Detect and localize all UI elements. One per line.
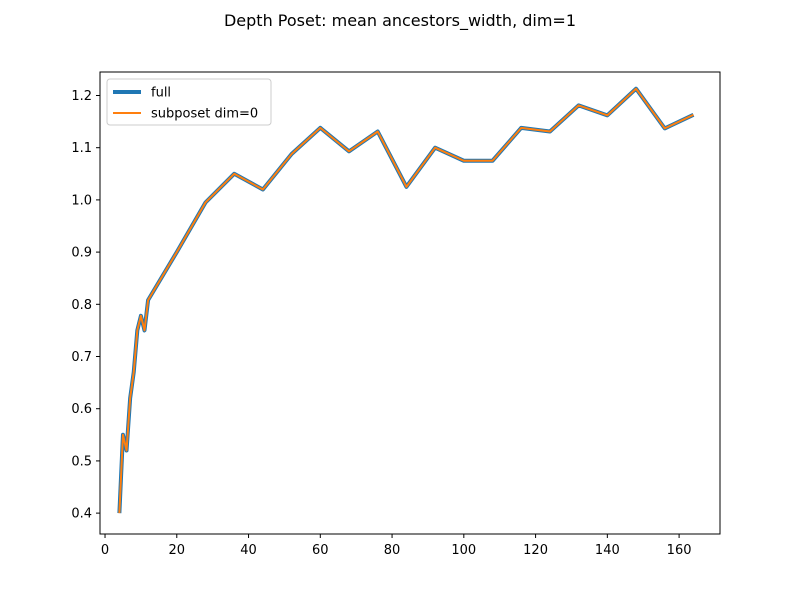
y-tick-label: 1.1 xyxy=(71,141,92,156)
y-tick-label: 0.9 xyxy=(71,246,92,261)
y-tick-label: 0.6 xyxy=(71,402,92,417)
series-line-full xyxy=(117,86,695,514)
legend-label: full xyxy=(151,86,171,101)
y-tick-label: 0.5 xyxy=(71,454,92,469)
y-tick-label: 1.0 xyxy=(71,193,92,208)
series-line-subposet xyxy=(118,87,694,514)
x-tick-label: 20 xyxy=(169,543,186,558)
y-tick-label: 0.8 xyxy=(71,298,92,313)
legend-label: subposet dim=0 xyxy=(151,107,258,122)
y-tick-label: 0.7 xyxy=(71,350,92,365)
y-tick-label: 1.2 xyxy=(71,89,92,104)
y-axis: 0.4 0.5 0.6 0.7 0.8 0.9 1.0 1.1 1.2 xyxy=(71,89,100,522)
chart-title: Depth Poset: mean ancestors_width, dim=1 xyxy=(224,11,576,31)
x-axis: 0 20 40 60 80 100 120 140 160 xyxy=(101,534,692,558)
x-tick-label: 40 xyxy=(240,543,257,558)
legend: full subposet dim=0 xyxy=(106,78,272,126)
x-tick-label: 60 xyxy=(312,543,329,558)
axes-frame xyxy=(99,71,721,535)
x-tick-label: 160 xyxy=(667,543,692,558)
x-tick-label: 80 xyxy=(384,543,401,558)
x-tick-label: 140 xyxy=(595,543,620,558)
y-tick-label: 0.4 xyxy=(71,507,92,522)
x-tick-label: 120 xyxy=(523,543,548,558)
plot-area xyxy=(117,86,695,514)
x-tick-label: 0 xyxy=(101,543,109,558)
legend-box xyxy=(106,78,272,126)
x-tick-label: 100 xyxy=(451,543,476,558)
